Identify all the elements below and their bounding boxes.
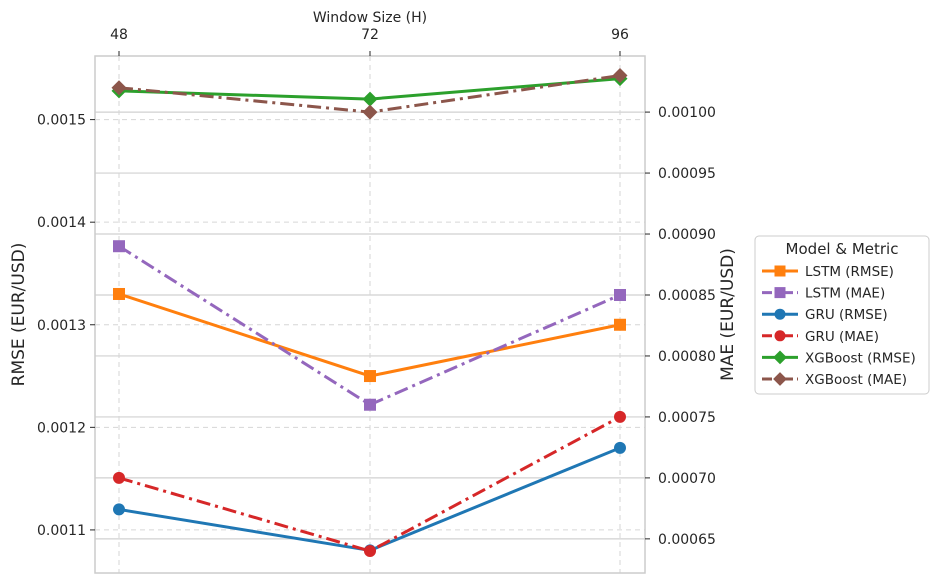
- legend-title: Model & Metric: [786, 240, 899, 258]
- data-point-lstm-mae-2: [614, 288, 626, 301]
- legend-box: [754, 235, 930, 395]
- data-point-gru-rmse-2: [614, 441, 626, 454]
- x-tick-label: 72: [361, 27, 379, 43]
- y-right-tick-label: 0.00075: [658, 410, 716, 426]
- y-left-tick-label: 0.0014: [37, 215, 86, 231]
- series-line-gru-mae: [118, 415, 621, 553]
- legend-swatch-marker: [773, 350, 787, 365]
- legend-label: LSTM (MAE): [805, 286, 885, 302]
- legend-item-lstm-mae: LSTM (MAE): [762, 286, 885, 302]
- data-point-gru-mae-1: [364, 545, 376, 558]
- legend-swatch-marker: [774, 287, 786, 299]
- legend-swatch-marker: [774, 330, 786, 342]
- y-right-tick-label: 0.00080: [658, 349, 716, 365]
- series-gru-mae: [113, 410, 626, 558]
- y-left-tick-label: 0.0013: [37, 318, 86, 334]
- data-point-lstm-mae-0: [113, 240, 125, 253]
- legend-item-gru-rmse: GRU (RMSE): [762, 307, 888, 323]
- x-tick-label: 48: [110, 27, 128, 43]
- legend-label: LSTM (RMSE): [805, 264, 894, 280]
- y-right-tick-label: 0.00085: [658, 288, 716, 304]
- legend-swatch-marker: [774, 308, 786, 320]
- y-left-tick-label: 0.0011: [37, 523, 86, 539]
- data-point-lstm-rmse-0: [113, 287, 125, 300]
- legend-label: XGBoost (RMSE): [805, 350, 916, 366]
- y-right-tick-label: 0.00070: [658, 471, 716, 487]
- y-left-axis-label: RMSE (EUR/USD): [9, 243, 29, 387]
- data-point-lstm-rmse-2: [614, 318, 626, 331]
- data-point-xgboost-rmse-1: [362, 91, 378, 107]
- y-left-tick-label: 0.0012: [37, 420, 86, 436]
- legend-items: LSTM (RMSE) LSTM (MAE) GRU (RMSE) GRU (MAE)…: [762, 264, 916, 388]
- y-right-axis-label: MAE (EUR/USD): [718, 248, 738, 381]
- y-right-tick-label: 0.00100: [658, 105, 716, 121]
- series-layer: [111, 68, 628, 558]
- y-left-tick-label: 0.0015: [37, 113, 86, 129]
- legend-item-xgboost-rmse: XGBoost (RMSE): [762, 350, 916, 366]
- y-right-tick-label: 0.00090: [658, 227, 716, 243]
- series-line-lstm-mae: [118, 244, 621, 407]
- data-point-gru-rmse-0: [113, 503, 125, 516]
- legend-swatch-marker: [774, 265, 786, 277]
- data-point-gru-mae-2: [614, 410, 626, 423]
- legend-label: GRU (MAE): [805, 329, 879, 345]
- legend-item-gru-mae: GRU (MAE): [762, 329, 879, 345]
- data-point-xgboost-mae-0: [111, 80, 127, 96]
- legend-item-lstm-rmse: LSTM (RMSE): [762, 264, 894, 280]
- legend-label: GRU (RMSE): [805, 307, 888, 323]
- grid-layer: [95, 56, 645, 573]
- data-point-lstm-rmse-1: [364, 370, 376, 383]
- data-point-xgboost-mae-1: [362, 104, 378, 120]
- y-right-tick-label: 0.00065: [658, 532, 716, 548]
- legend: Model & Metric LSTM (RMSE) LSTM (MAE) GRU …: [754, 235, 930, 395]
- x-tick-label: 96: [611, 27, 629, 43]
- series-xgboost-mae: [111, 68, 628, 120]
- data-point-xgboost-mae-2: [612, 68, 628, 84]
- series-lstm-rmse: [113, 287, 626, 383]
- y-right-tick-label: 0.00095: [658, 166, 716, 182]
- x-axis-label: Window Size (H): [313, 10, 427, 26]
- data-point-lstm-mae-1: [364, 398, 376, 411]
- series-lstm-mae: [113, 240, 626, 411]
- legend-item-xgboost-mae: XGBoost (MAE): [762, 372, 907, 388]
- legend-label: XGBoost (MAE): [805, 372, 907, 388]
- data-point-gru-mae-0: [113, 471, 125, 484]
- legend-swatch-marker: [773, 372, 787, 386]
- axis-layer: 0.00065 0.00070 0.00075 0.00080 0.00085 0.000…: [37, 27, 716, 548]
